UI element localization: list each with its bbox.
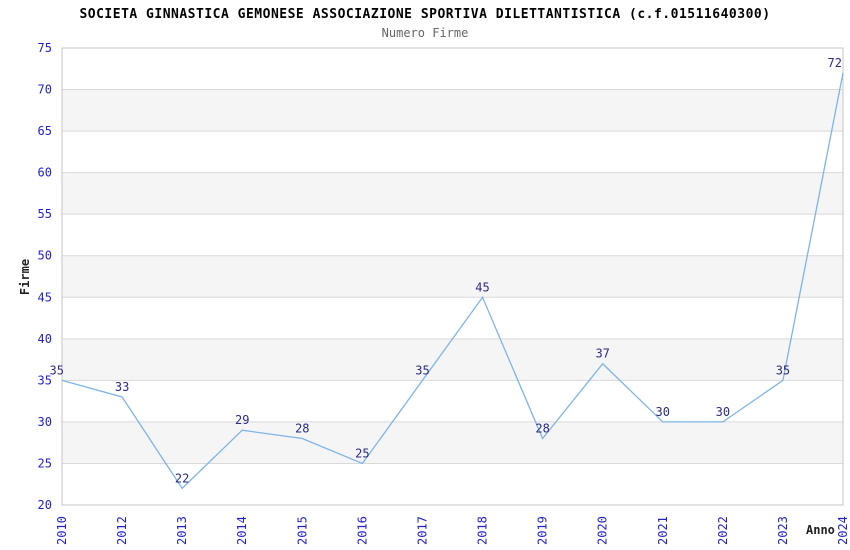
chart-subtitle: Numero Firme: [381, 26, 469, 40]
data-point-label: 30: [656, 405, 670, 419]
x-axis-label: Anno: [806, 523, 835, 537]
y-tick-label: 55: [38, 207, 52, 221]
data-point-label: 35: [415, 363, 429, 377]
x-tick-label: 2018: [476, 516, 490, 545]
data-point-label: 30: [716, 405, 730, 419]
data-point-label: 22: [175, 471, 189, 485]
data-point-label: 29: [235, 413, 249, 427]
data-point-label: 25: [355, 446, 369, 460]
y-tick-label: 20: [38, 498, 52, 512]
plot-band: [62, 255, 843, 298]
plot-band: [62, 338, 843, 381]
data-point-label: 35: [776, 363, 790, 377]
x-tick-label: 2017: [415, 516, 429, 545]
x-tick-label: 2016: [355, 516, 369, 545]
x-tick-label: 2015: [295, 516, 309, 545]
plot-band: [62, 421, 843, 464]
y-tick-label: 65: [38, 124, 52, 138]
data-point-label: 72: [828, 56, 842, 70]
x-tick-label: 2023: [776, 516, 790, 545]
y-tick-label: 50: [38, 249, 52, 263]
x-tick-label: 2019: [536, 516, 550, 545]
y-tick-label: 45: [38, 290, 52, 304]
chart-title: SOCIETA GINNASTICA GEMONESE ASSOCIAZIONE…: [79, 7, 771, 22]
y-tick-label: 40: [38, 332, 52, 346]
x-tick-label: 2010: [55, 516, 69, 545]
x-tick-label: 2020: [596, 516, 610, 545]
data-point-label: 35: [50, 363, 64, 377]
x-tick-label: 2012: [115, 516, 129, 545]
x-tick-label: 2014: [235, 516, 249, 545]
y-tick-label: 75: [38, 41, 52, 55]
data-point-label: 28: [295, 422, 309, 436]
y-tick-label: 25: [38, 456, 52, 470]
y-tick-label: 30: [38, 415, 52, 429]
data-point-label: 33: [115, 380, 129, 394]
plot-border: [61, 47, 844, 506]
x-tick-label: 2013: [175, 516, 189, 545]
data-point-label: 45: [475, 280, 489, 294]
x-tick-label: 2021: [656, 516, 670, 545]
x-tick-label: 2022: [716, 516, 730, 545]
y-tick-label: 60: [38, 166, 52, 180]
plot-band: [62, 89, 843, 132]
y-tick-label: 70: [38, 83, 52, 97]
y-tick-label: 35: [38, 373, 52, 387]
chart-line: [61, 72, 844, 490]
data-point-label: 28: [535, 422, 549, 436]
plot-band: [62, 172, 843, 215]
x-tick-label: 2024: [836, 516, 850, 545]
data-point-label: 37: [595, 347, 609, 361]
